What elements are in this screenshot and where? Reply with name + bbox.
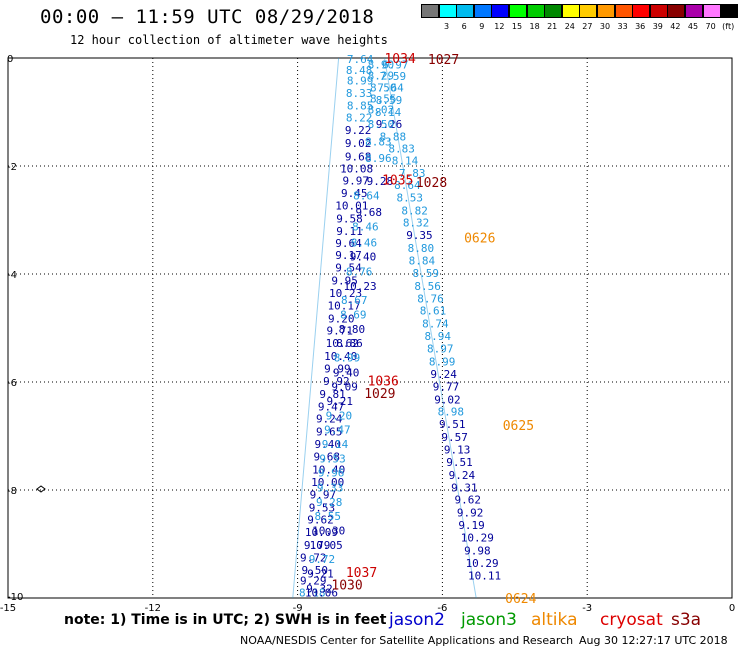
wave-height-label: 9.24 xyxy=(449,469,476,482)
time-label: 0624 xyxy=(505,592,536,607)
wave-height-label: 8.64 xyxy=(353,190,380,203)
wave-height-label: 8.46 xyxy=(351,237,378,250)
y-tick-label: -2 xyxy=(7,162,17,173)
wave-height-label: 9.20 xyxy=(326,409,353,422)
timestamp-text: Aug 30 12:27:17 UTC 2018 xyxy=(579,634,728,647)
x-tick-label: 0 xyxy=(729,603,735,614)
wave-height-label: 8.76 xyxy=(417,292,444,305)
pressure-label: 1030 xyxy=(331,579,362,594)
wave-height-label: 9.53 xyxy=(319,453,346,466)
credit-text: NOAA/NESDIS Center for Satellite Applica… xyxy=(240,634,573,647)
wave-height-label: 8.80 xyxy=(408,242,435,255)
wave-height-label: 8.33 xyxy=(346,87,373,100)
wave-height-label: 9.02 xyxy=(434,393,461,406)
wave-height-label: 8.82 xyxy=(401,204,428,217)
wave-height-label: 9.97 xyxy=(342,175,369,188)
wave-height-label: 9.68 xyxy=(356,206,383,219)
wave-height-label: 9.62 xyxy=(454,494,481,507)
wave-height-label: 8.14 xyxy=(392,155,419,168)
wave-height-label: 9.31 xyxy=(451,481,478,494)
wave-height-label: 8.96 xyxy=(365,152,392,165)
wave-height-label: 8.69 xyxy=(340,309,367,322)
wave-height-label: 9.92 xyxy=(457,507,484,520)
pressure-label: 1028 xyxy=(416,176,447,191)
wave-height-label: 8.94 xyxy=(425,330,452,343)
wave-height-label: 9.14 xyxy=(322,438,349,451)
wave-height-label: 8.83 xyxy=(365,136,392,149)
wave-height-label: 9.47 xyxy=(324,424,351,437)
wave-height-label: 9.51 xyxy=(446,456,473,469)
y-tick-label: 0 xyxy=(7,54,13,65)
wave-height-label: 9.40 xyxy=(333,366,360,379)
wave-height-label: 10.29 xyxy=(466,557,499,570)
wave-height-label: 8.74 xyxy=(422,318,449,331)
wave-height-label: 8.99 xyxy=(429,355,456,368)
wave-height-label: 9.40 xyxy=(350,251,377,264)
wave-height-label: 9.33 xyxy=(317,481,344,494)
pressure-label: 1029 xyxy=(364,387,395,402)
satellite-name-cryosat: cryosat xyxy=(600,610,663,630)
wave-height-label: 8.76 xyxy=(346,265,373,278)
wave-height-label: 8.29 xyxy=(368,69,395,82)
wave-height-label: 8.56 xyxy=(414,280,441,293)
wave-height-label: 8.98 xyxy=(438,406,465,419)
satellite-name-jason2: jason2 xyxy=(389,610,445,630)
wave-height-label: 8.55 xyxy=(314,510,341,523)
pressure-label: 1035 xyxy=(382,174,413,189)
wave-height-label: 9.19 xyxy=(458,519,485,532)
wave-height-label: 10.23 xyxy=(343,280,376,293)
satellite-name-altika: altika xyxy=(531,610,578,630)
wave-height-label: 9.28 xyxy=(316,496,343,509)
wave-height-label: 8.84 xyxy=(409,255,436,268)
wave-height-label: 8.46 xyxy=(352,220,379,233)
wave-height-label: 8.59 xyxy=(412,267,439,280)
time-label: 0625 xyxy=(503,419,534,434)
wave-height-label: 8.67 xyxy=(341,294,368,307)
wave-height-label: 9.35 xyxy=(406,229,433,242)
wave-height-label: 8.32 xyxy=(403,217,430,230)
satellite-name-jason3: jason3 xyxy=(461,610,517,630)
wave-height-label: 10.11 xyxy=(468,569,501,582)
wave-height-plot: -15 -12 -9 -6 -3 00-2-4-6-8-107.648.488.998.3… xyxy=(0,0,740,650)
y-tick-label: -6 xyxy=(7,378,17,389)
wave-height-label: 9.21 xyxy=(307,568,334,581)
wave-height-label: 9.21 xyxy=(327,395,354,408)
wave-height-label: 8.86 xyxy=(336,337,363,350)
pressure-label: 1034 xyxy=(384,52,415,67)
y-tick-label: -8 xyxy=(7,486,17,497)
wave-height-label: 9.24 xyxy=(430,368,457,381)
pressure-label: 1027 xyxy=(428,53,459,68)
wave-height-label: 8.61 xyxy=(420,305,447,318)
wave-height-label: 10.05 xyxy=(310,539,343,552)
wave-height-label: 8.99 xyxy=(334,352,361,365)
x-tick-label: -15 xyxy=(0,603,16,614)
wave-height-label: 9.09 xyxy=(331,380,358,393)
wave-height-label: 8.02 xyxy=(368,103,395,116)
wave-height-label: 9.96 xyxy=(318,467,345,480)
satellite-name-s3a: s3a xyxy=(671,610,701,630)
coast-mark xyxy=(37,486,45,492)
wave-height-label: 9.77 xyxy=(433,380,460,393)
wave-height-label: 9.72 xyxy=(309,553,336,566)
y-tick-label: -4 xyxy=(7,270,17,281)
wave-height-label: 10.30 xyxy=(312,525,345,538)
wave-height-label: 8.97 xyxy=(427,343,454,356)
time-label: 0626 xyxy=(464,231,495,246)
x-tick-label: -3 xyxy=(582,603,592,614)
wave-height-label: 9.57 xyxy=(441,431,468,444)
y-tick-label: -10 xyxy=(7,592,23,603)
wave-height-label: 9.98 xyxy=(464,544,491,557)
wave-height-label: 8.80 xyxy=(339,323,366,336)
wave-height-label: 8.50 xyxy=(368,118,395,131)
wave-height-label: 10.29 xyxy=(461,532,494,545)
wave-height-label: 8.53 xyxy=(397,191,424,204)
note-text: note: 1) Time is in UTC; 2) SWH is in fe… xyxy=(64,612,386,628)
wave-height-label: 9.51 xyxy=(439,418,466,431)
wave-height-label: 9.13 xyxy=(444,444,471,457)
